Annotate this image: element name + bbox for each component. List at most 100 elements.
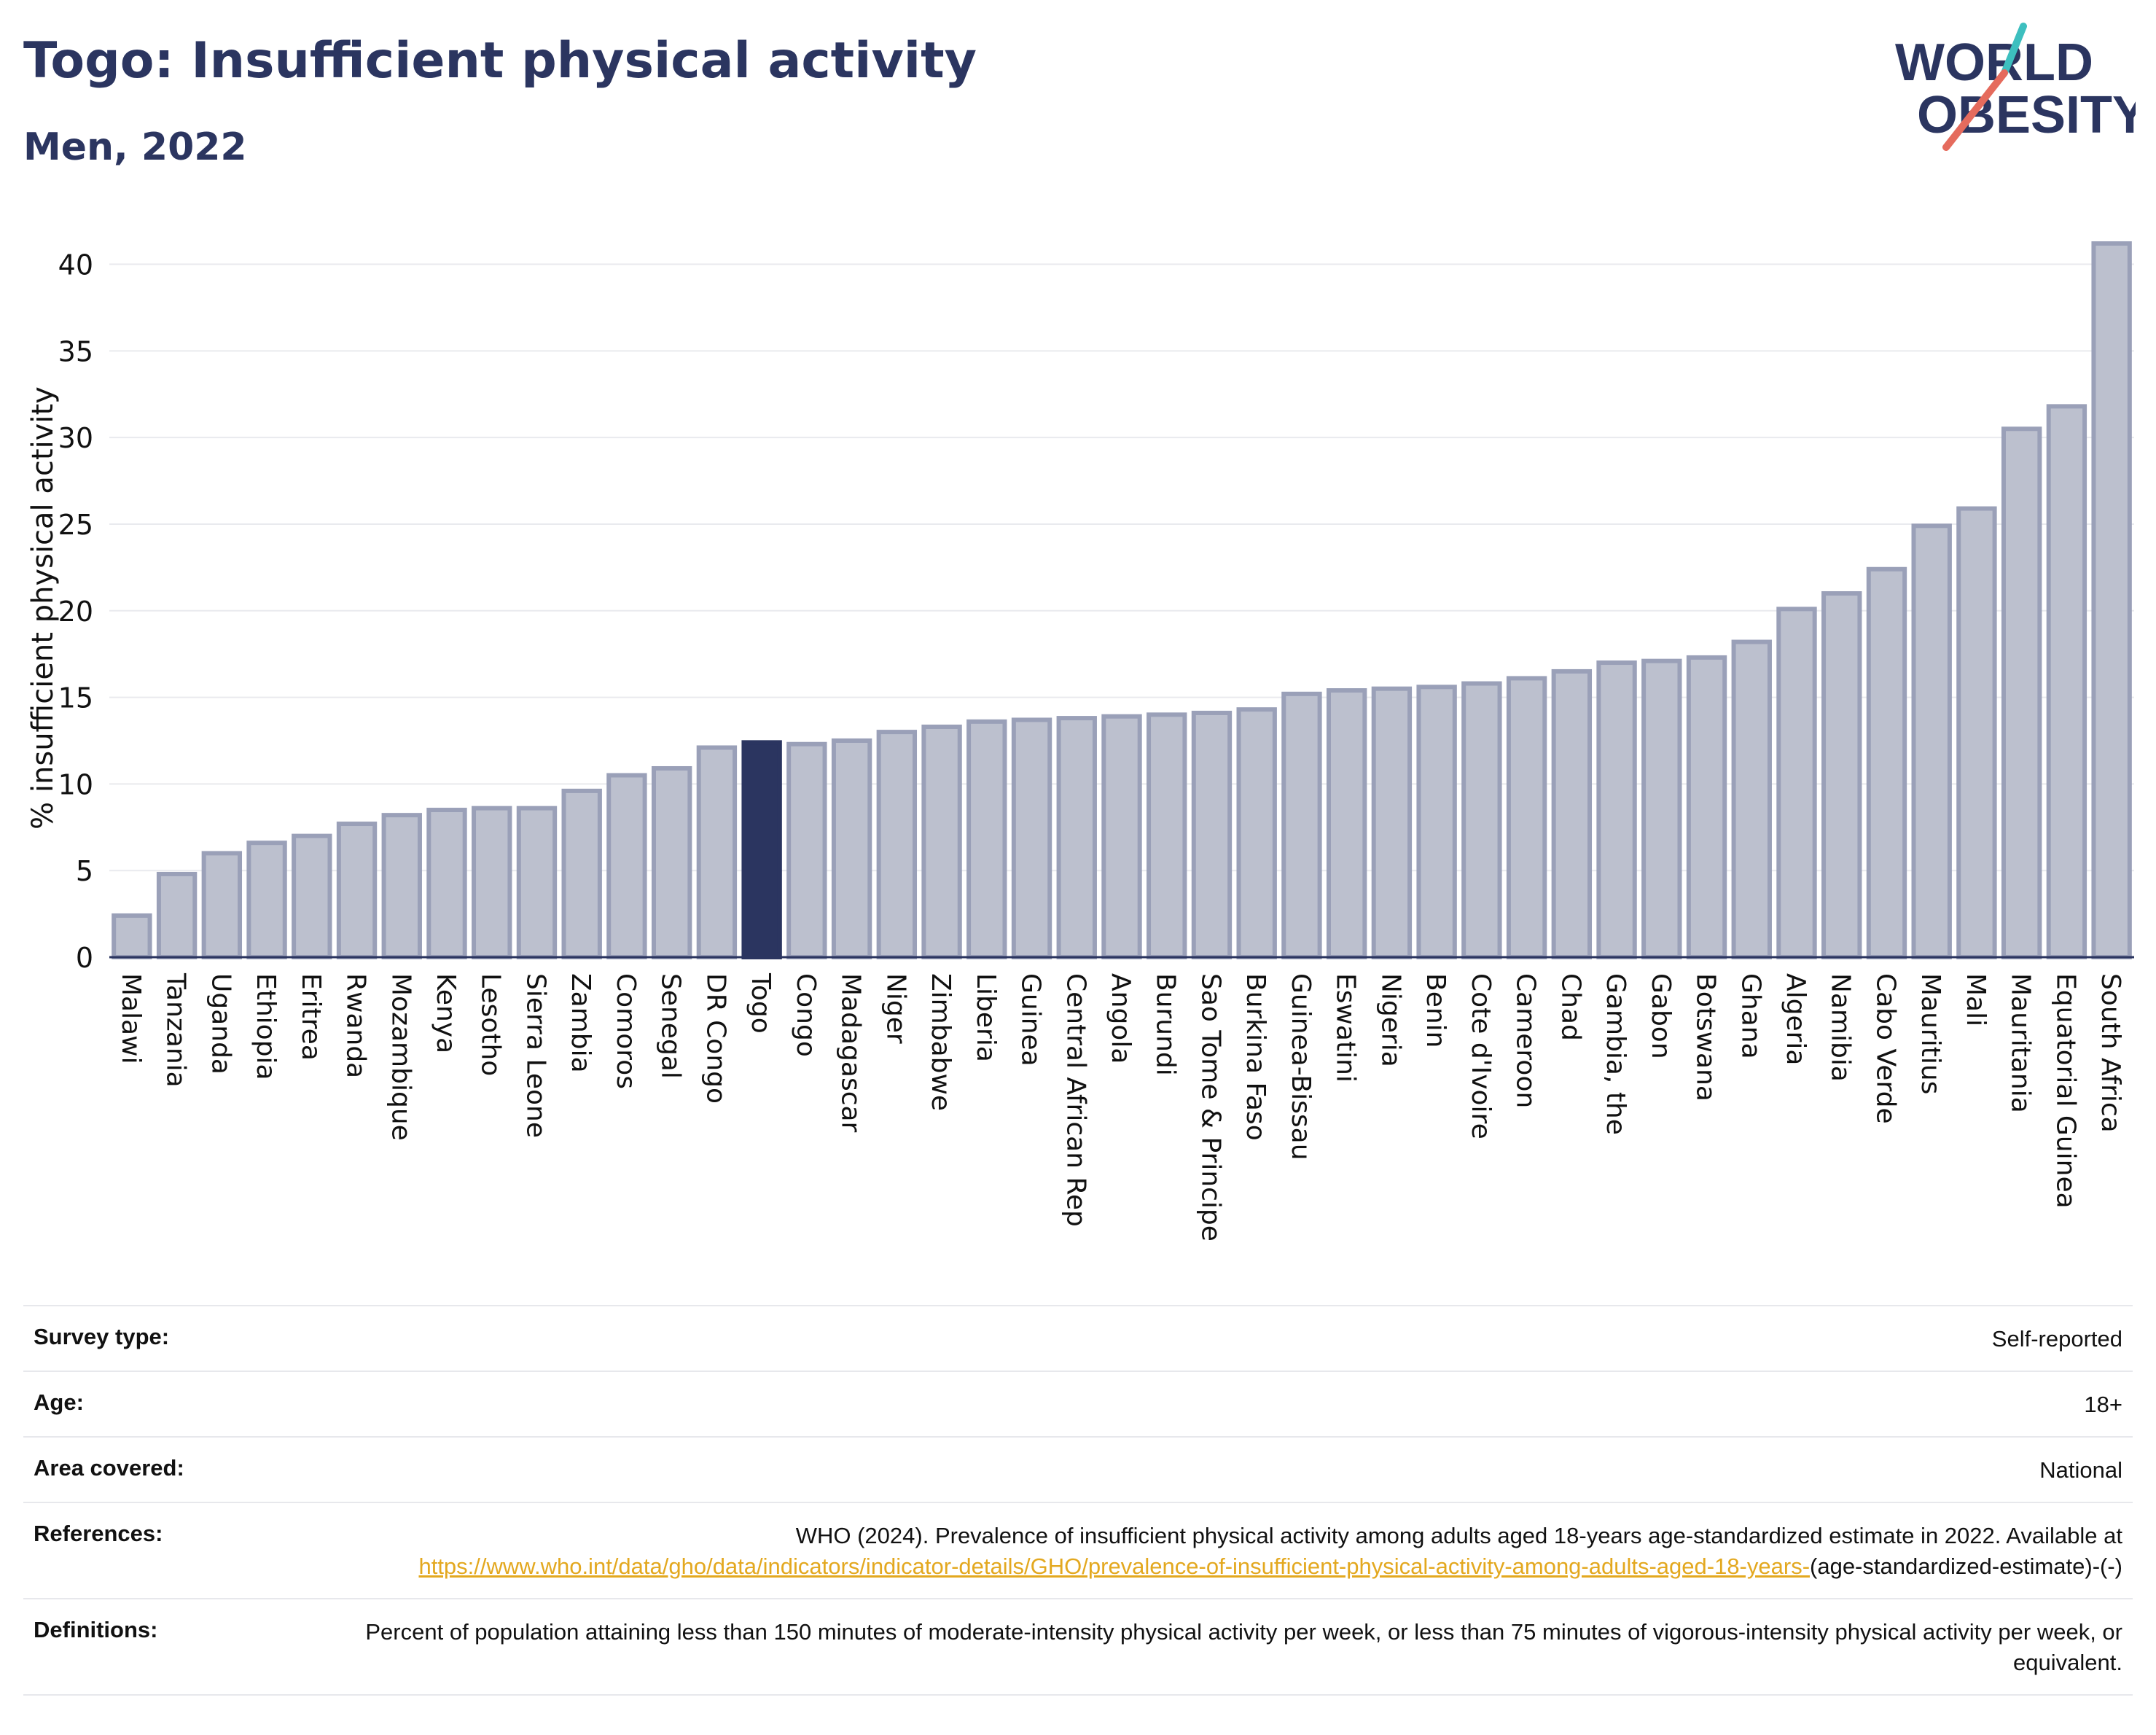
x-tick-label: Guinea-Bissau [1286,973,1316,1161]
x-tick-label: Zimbabwe [926,973,956,1111]
meta-value: National [2039,1457,2122,1483]
bar-highlighted [741,740,782,959]
meta-value: WHO (2024). Prevalence of insufficient p… [340,1521,2122,1582]
x-tick-label: Madagascar [836,973,866,1133]
meta-row-survey-type: Survey type: Self-reported [23,1305,2133,1371]
x-tick-label: Sierra Leone [520,973,550,1138]
reference-tail: (age-standardized-estimate)-(-) [1810,1553,2122,1579]
x-tick-label: Ghana [1735,973,1765,1059]
meta-label: Definitions: [34,1617,158,1642]
bar [112,913,152,960]
reference-text: WHO (2024). Prevalence of insufficient p… [795,1523,2122,1548]
x-tick-label: Malawi [116,973,146,1064]
bar [1371,686,1413,959]
x-tick-label: Chad [1555,973,1585,1041]
y-tick-label: 20 [58,596,93,628]
meta-label: Survey type: [34,1324,170,1349]
world-obesity-logo: WORLD OBESITY [1895,23,2136,151]
meta-value: 18+ [2084,1392,2122,1417]
bar [1776,607,1817,960]
meta-row-age: Age: 18+ [23,1371,2133,1436]
bar [1461,681,1502,959]
meta-row-definitions: Definitions: Percent of population attai… [23,1598,2133,1696]
bar [1596,660,1637,959]
x-tick-label: Burkina Faso [1241,973,1270,1141]
bar [472,806,512,960]
bar [2046,404,2087,960]
bar [606,773,647,959]
x-tick-label: Comoros [611,973,641,1089]
y-tick-label: 25 [58,509,93,541]
x-tick-label: Congo [791,973,821,1057]
y-tick-label: 10 [58,768,93,800]
x-tick-label: South Africa [2096,973,2125,1133]
bar [1147,712,1187,959]
bar [156,871,198,960]
x-tick-label: Mauritania [2006,973,2036,1113]
meta-label: Age: [34,1389,84,1415]
x-tick-label: Togo [746,972,776,1034]
x-tick-label: Algeria [1781,973,1811,1066]
x-tick-label: Senegal [656,973,686,1079]
x-tick-label: Cameroon [1511,973,1541,1108]
bar-chart: 0 5 10 15 20 25 30 35 40 Malawi Tanzania Uganda Eth… [26,241,2134,1241]
bar [696,745,738,959]
y-tick-label: 5 [76,855,93,887]
y-tick-label: 15 [58,682,93,714]
bar [561,788,602,960]
x-tick-label: Namibia [1826,973,1856,1082]
bar [1191,710,1233,959]
x-tick-label: DR Congo [700,973,730,1104]
bar [1821,591,1862,959]
bar [831,738,872,959]
x-tick-label: Cabo Verde [1870,973,1900,1124]
x-tick-label: Eswatini [1331,973,1361,1083]
x-tick-label: Niger [880,973,910,1044]
x-tick-label: Angola [1106,973,1136,1064]
x-tick-label: Gambia, the [1601,973,1630,1135]
x-tick-label: Nigeria [1375,973,1405,1067]
bar [1101,714,1142,959]
bar [876,730,918,959]
x-tick-label: Sao Tome & Principe [1195,973,1225,1241]
bar [246,841,287,960]
y-tick-label: 35 [58,335,93,367]
bar [292,833,332,960]
x-tick-label: Benin [1421,973,1450,1048]
bar [2091,241,2132,959]
x-tick-label: Kenya [431,973,461,1053]
meta-label: Area covered: [34,1455,184,1481]
x-tick-label: Zambia [566,973,595,1073]
x-tick-label: Liberia [971,973,1001,1062]
x-tick-label: Tanzania [161,972,191,1088]
x-tick-label: Mauritius [1915,973,1945,1094]
bar [1416,685,1457,959]
x-tick-label: Mozambique [386,973,415,1141]
bar [1641,658,1682,960]
reference-link[interactable]: https://www.who.int/data/gho/data/indica… [418,1553,1811,1579]
bar [1686,655,1727,960]
y-tick-label: 0 [76,942,93,974]
y-axis-ticks: 0 5 10 15 20 25 30 35 40 [58,249,93,974]
x-tick-label: Burundi [1151,973,1181,1076]
x-axis-labels: Malawi Tanzania Uganda Ethiopia Eritrea Rwand… [116,972,2125,1241]
page-title: Togo: Insufficient physical activity [23,32,977,90]
meta-value: Self-reported [1991,1326,2122,1352]
y-tick-label: 30 [58,422,93,454]
bar [1236,707,1277,959]
bar [336,822,378,959]
meta-label: References: [34,1521,163,1546]
logo-teal-stroke [2001,23,2027,77]
bar [1326,688,1367,959]
bar [426,808,467,959]
bar [201,851,243,960]
bars [112,241,2132,960]
bar [1056,716,1097,959]
x-tick-label: Uganda [206,973,235,1075]
meta-row-references: References: WHO (2024). Prevalence of in… [23,1502,2133,1598]
x-tick-label: Eritrea [296,973,326,1061]
bar [1731,639,1772,959]
x-tick-label: Mali [1961,973,1991,1026]
bar [1551,668,1593,960]
bar [1956,506,1997,960]
